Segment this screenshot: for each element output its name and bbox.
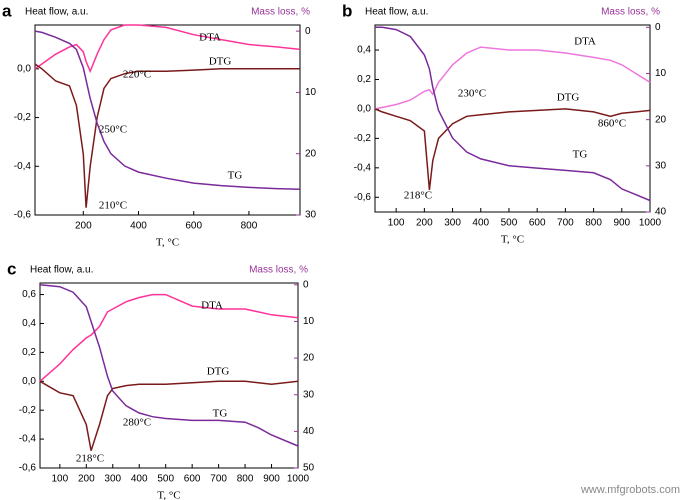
y2-tick-label: 20: [303, 353, 315, 364]
x-tick-label: 800: [237, 474, 254, 485]
y2-tick-label: 40: [655, 207, 667, 218]
y-tick-label: -0,6: [14, 210, 32, 221]
y-tick-label: -0,2: [19, 405, 37, 416]
annotation: 280°C: [123, 417, 151, 429]
x-tick-label: 1000: [639, 218, 662, 229]
annotation: 220°C: [123, 69, 151, 81]
y-tick-label: -0,4: [354, 162, 372, 173]
y2-tick-label: 30: [655, 160, 667, 171]
x-tick-label: 700: [210, 474, 227, 485]
curve-label: DTA: [199, 32, 221, 44]
series-line: [34, 30, 301, 191]
y2-axis-title: Mass loss, %: [251, 7, 310, 18]
annotation: 230°C: [458, 88, 486, 100]
y-tick-label: 0,6: [22, 289, 36, 300]
y-tick-label: 0,4: [357, 45, 371, 56]
y-tick-label: -0,2: [354, 133, 372, 144]
x-tick-label: 200: [78, 474, 95, 485]
plot-frame: [39, 282, 299, 469]
x-tick-label: 300: [104, 474, 121, 485]
y2-tick-label: 10: [305, 87, 317, 98]
curve-label: DTA: [574, 36, 596, 48]
x-tick-label: 600: [529, 218, 546, 229]
series-line: [39, 284, 299, 447]
y2-tick-label: 50: [303, 463, 315, 474]
y2-tick-label: 0: [305, 26, 311, 37]
series-line: [39, 380, 299, 451]
y-tick-label: 0,4: [22, 318, 36, 329]
annotation: 250°C: [99, 124, 127, 136]
annotation: 210°C: [99, 200, 127, 212]
y-tick-label: 0,0: [22, 376, 36, 387]
x-tick-label: 400: [131, 474, 148, 485]
series-line: [34, 63, 300, 208]
y2-tick-label: 30: [303, 389, 315, 400]
x-tick-label: 1000: [287, 474, 310, 485]
x-axis-title: T, °C: [156, 237, 179, 249]
y2-tick-label: 40: [303, 426, 315, 437]
y-tick-label: -0,4: [14, 161, 32, 172]
annotation: 860°C: [598, 118, 626, 130]
series-line: [374, 108, 651, 190]
y-tick-label: 0,2: [357, 74, 371, 85]
y-tick-label: 0,0: [357, 104, 371, 115]
x-axis-title: T, °C: [157, 490, 180, 500]
curve-label: TG: [213, 408, 228, 420]
curve-label: TG: [228, 170, 243, 182]
y-axis-title: Heat flow, a.u.: [30, 265, 93, 276]
x-tick-label: 300: [444, 218, 461, 229]
x-tick-label: 500: [157, 474, 174, 485]
y2-tick-label: 30: [305, 210, 317, 221]
curve-label: DTA: [201, 300, 223, 312]
y2-tick-label: 10: [303, 316, 315, 327]
y2-tick-label: 20: [305, 148, 317, 159]
annotation: 218°C: [404, 190, 432, 202]
annotation: 218°C: [76, 453, 104, 465]
x-tick-label: 800: [241, 221, 258, 232]
x-tick-label: 700: [557, 218, 574, 229]
x-tick-label: 600: [184, 474, 201, 485]
x-tick-label: 100: [52, 474, 69, 485]
x-axis-title: T, °C: [501, 234, 524, 246]
y-tick-label: 0,0: [17, 63, 31, 74]
y-axis-title: Heat flow, a.u.: [25, 7, 88, 18]
series-line: [375, 26, 651, 202]
plot-frame: [34, 24, 301, 216]
y-tick-label: -0,4: [19, 434, 37, 445]
curve-label: DTG: [557, 92, 580, 104]
x-tick-label: 600: [185, 221, 202, 232]
curve-label: DTG: [207, 366, 230, 378]
y2-axis-title: Mass loss, %: [601, 7, 660, 18]
x-tick-label: 500: [501, 218, 518, 229]
x-tick-label: 900: [263, 474, 280, 485]
x-tick-label: 100: [388, 218, 405, 229]
y2-tick-label: 20: [655, 114, 667, 125]
y2-tick-label: 0: [303, 279, 309, 290]
y-tick-label: 0,2: [22, 347, 36, 358]
x-tick-label: 200: [416, 218, 433, 229]
y-tick-label: -0,6: [354, 192, 372, 203]
y2-tick-label: 0: [655, 22, 661, 33]
x-tick-label: 400: [472, 218, 489, 229]
x-tick-label: 200: [75, 221, 92, 232]
curve-label: TG: [573, 149, 588, 161]
series-line: [34, 24, 301, 74]
panel-label: c: [7, 259, 16, 278]
y2-tick-label: 10: [655, 68, 667, 79]
panel-label: a: [2, 1, 12, 20]
x-tick-label: 900: [613, 218, 630, 229]
y-tick-label: -0,2: [14, 112, 32, 123]
panel-label: b: [342, 1, 352, 20]
x-tick-label: 400: [130, 221, 147, 232]
y-axis-title: Heat flow, a.u.: [365, 7, 428, 18]
series-line: [39, 293, 299, 382]
plot-frame: [374, 24, 651, 213]
curve-label: DTG: [209, 56, 232, 68]
watermark: www.mfgrobots.com: [580, 484, 680, 496]
y2-axis-title: Mass loss, %: [249, 265, 308, 276]
series-line: [374, 46, 651, 110]
y-tick-label: -0,6: [19, 463, 37, 474]
x-tick-label: 800: [585, 218, 602, 229]
